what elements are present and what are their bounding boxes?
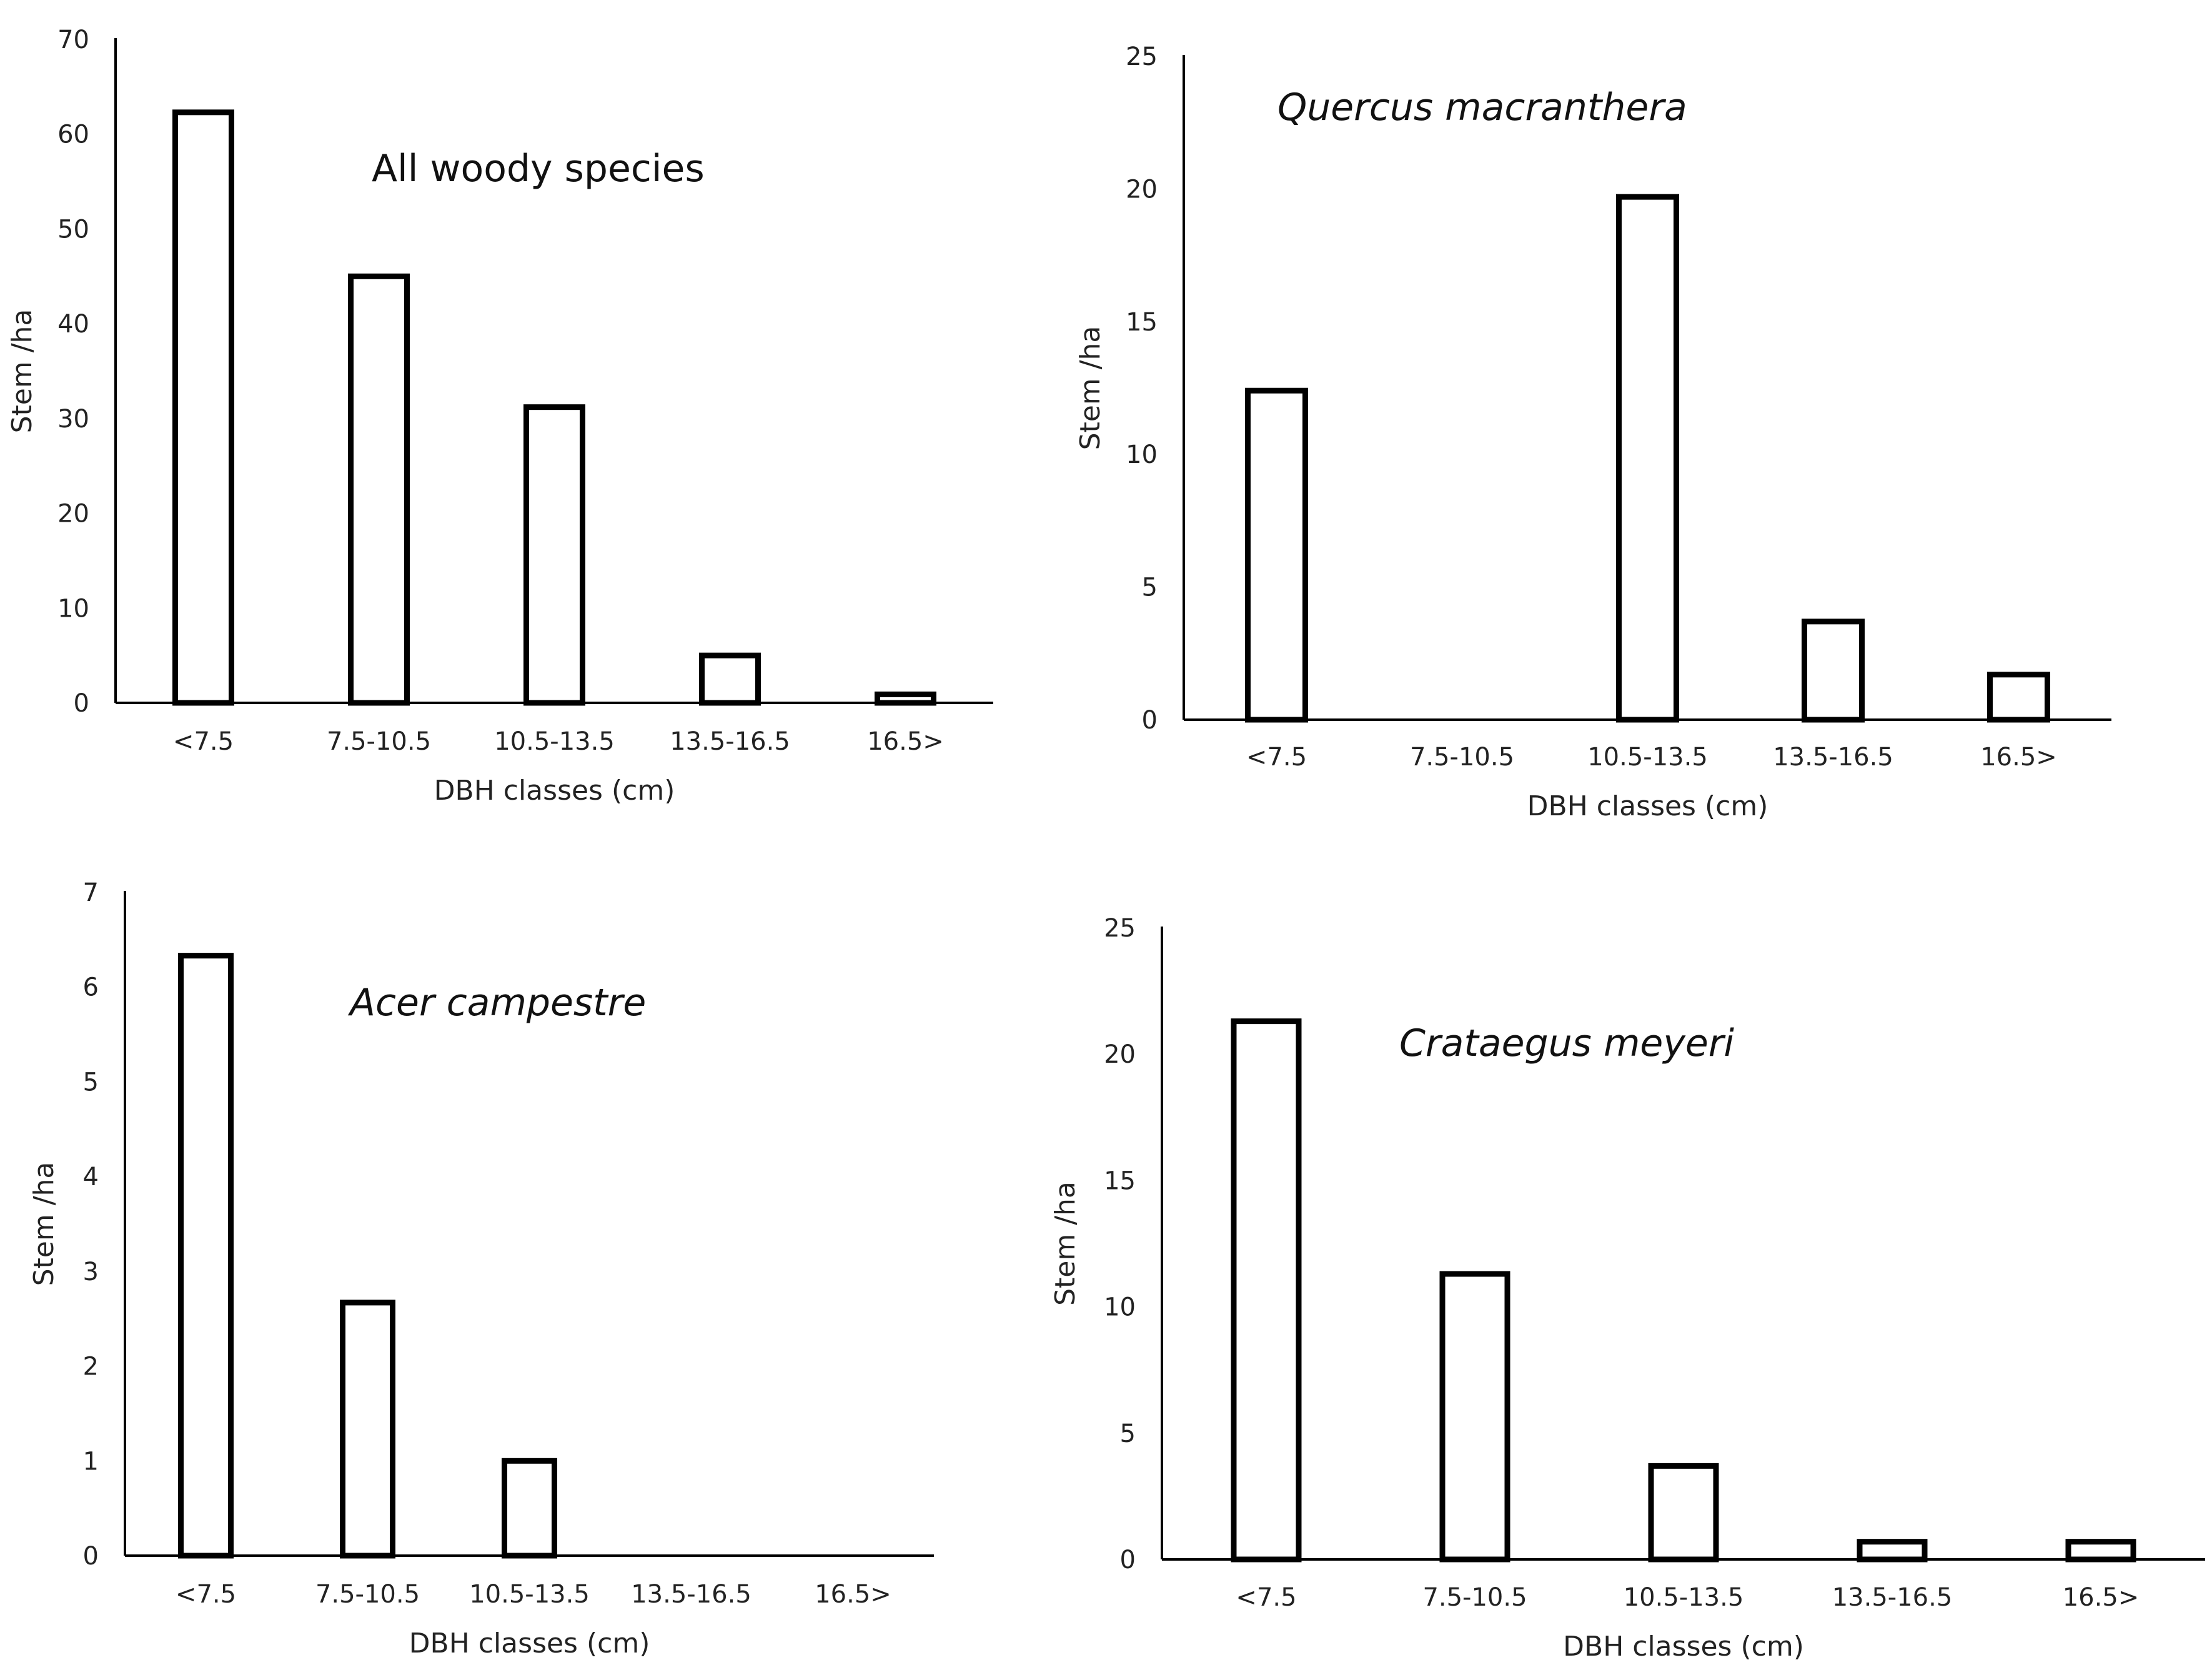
y-tick-label: 7 xyxy=(83,878,99,907)
y-tick-label: 0 xyxy=(83,1542,99,1571)
bar xyxy=(878,694,934,703)
x-tick-label: 16.5> xyxy=(815,1580,891,1609)
chart-title: Acer campestre xyxy=(347,981,646,1025)
x-tick-label: 13.5-16.5 xyxy=(670,727,790,756)
chart-title: Quercus macranthera xyxy=(1277,86,1687,129)
bar xyxy=(176,112,232,703)
chart-acer-campestre: 0 1 2 3 4 5 6 7 <7.5 7.5-10.5 10.5-13.5 13.5-16.5 16… xyxy=(28,878,934,1659)
y-tick-label: 4 xyxy=(83,1163,99,1191)
y-tick-label: 10 xyxy=(1126,440,1158,469)
y-tick-label: 15 xyxy=(1126,308,1158,337)
y-tick-label: 60 xyxy=(57,121,89,149)
x-tick-label: 16.5> xyxy=(867,727,944,756)
x-axis-title: DBH classes (cm) xyxy=(434,775,675,807)
x-tick-label: 13.5-16.5 xyxy=(631,1580,751,1609)
x-axis-title: DBH classes (cm) xyxy=(409,1628,650,1659)
x-tick-label: 7.5-10.5 xyxy=(327,727,431,756)
x-axis-title: DBH classes (cm) xyxy=(1527,790,1768,822)
y-tick-label: 0 xyxy=(1142,706,1158,735)
chart-title: Crataegus meyeri xyxy=(1399,1021,1734,1065)
y-tick-label: 30 xyxy=(57,405,89,434)
y-axis-title: Stem /ha xyxy=(1074,326,1106,450)
y-tick-label: 0 xyxy=(74,689,89,718)
x-tick-label: 7.5-10.5 xyxy=(1410,743,1514,772)
bar xyxy=(2068,1542,2133,1559)
y-tick-label: 25 xyxy=(1104,914,1136,943)
x-tick-label: <7.5 xyxy=(176,1580,236,1609)
bar xyxy=(1805,622,1862,720)
y-tick-label: 15 xyxy=(1104,1166,1136,1195)
y-tick-label: 50 xyxy=(57,215,89,244)
y-tick-label: 5 xyxy=(83,1068,99,1096)
x-tick-label: 10.5-13.5 xyxy=(469,1580,590,1609)
y-axis-title: Stem /ha xyxy=(6,309,38,434)
y-tick-label: 25 xyxy=(1126,42,1158,71)
chart-quercus-macranthera: 0 5 10 15 20 25 <7.5 7.5-10.5 10.5-13.5 13.5-16.5… xyxy=(1074,42,2111,822)
bar xyxy=(505,1461,555,1556)
chart-crataegus-meyeri: 0 5 10 15 20 25 <7.5 7.5-10.5 10.5-13.5 13.5-16.5… xyxy=(1049,914,2205,1663)
bar xyxy=(1860,1542,1925,1559)
y-tick-label: 10 xyxy=(57,594,89,623)
y-tick-label: 20 xyxy=(1104,1040,1136,1069)
x-tick-label: 7.5-10.5 xyxy=(315,1580,420,1609)
bar xyxy=(1248,390,1306,720)
chart-all-woody-species: 0 10 20 30 40 50 60 70 <7.5 7.5-10.5 10.5-13.5 13.5… xyxy=(6,26,993,807)
bar xyxy=(1442,1274,1507,1559)
chart-title: All woody species xyxy=(372,147,705,191)
y-axis-title: Stem /ha xyxy=(28,1162,60,1286)
y-axis-title: Stem /ha xyxy=(1049,1181,1081,1306)
y-tick-label: 20 xyxy=(57,500,89,529)
bar xyxy=(1990,675,2048,720)
x-tick-label: 16.5> xyxy=(1980,743,2057,772)
y-tick-label: 20 xyxy=(1126,175,1158,204)
x-tick-label: <7.5 xyxy=(173,727,234,756)
x-tick-label: 10.5-13.5 xyxy=(1587,743,1708,772)
figure: 010203040506070<7.5 7.5-10.5 10.5-13.5 13.5… xyxy=(0,0,2212,1670)
x-tick-label: 7.5-10.5 xyxy=(1422,1583,1527,1612)
y-tick-label: 3 xyxy=(83,1258,99,1286)
x-tick-label: 13.5-16.5 xyxy=(1832,1583,1953,1612)
y-tick-label: 2 xyxy=(83,1353,99,1381)
y-tick-label: 1 xyxy=(83,1447,99,1476)
bar xyxy=(1619,197,1677,720)
y-tick-label: 70 xyxy=(57,26,89,54)
x-tick-label: 16.5> xyxy=(2063,1583,2140,1612)
y-tick-label: 40 xyxy=(57,310,89,339)
y-tick-label: 6 xyxy=(83,973,99,1002)
bar xyxy=(702,655,758,703)
bar xyxy=(1234,1021,1299,1559)
y-tick-label: 5 xyxy=(1142,574,1158,602)
bar xyxy=(1651,1466,1716,1559)
x-tick-label: 13.5-16.5 xyxy=(1773,743,1893,772)
x-tick-label: 10.5-13.5 xyxy=(1624,1583,1744,1612)
bar xyxy=(527,407,583,703)
y-tick-label: 0 xyxy=(1120,1546,1136,1574)
x-tick-label: 10.5-13.5 xyxy=(494,727,615,756)
x-axis-title: DBH classes (cm) xyxy=(1563,1631,1804,1663)
bar xyxy=(181,956,231,1556)
y-tick-label: 5 xyxy=(1120,1419,1136,1448)
x-tick-label: <7.5 xyxy=(1236,1583,1296,1612)
bar xyxy=(343,1303,393,1556)
bar xyxy=(351,276,407,703)
x-tick-label: <7.5 xyxy=(1246,743,1307,772)
y-tick-label: 10 xyxy=(1104,1293,1136,1322)
